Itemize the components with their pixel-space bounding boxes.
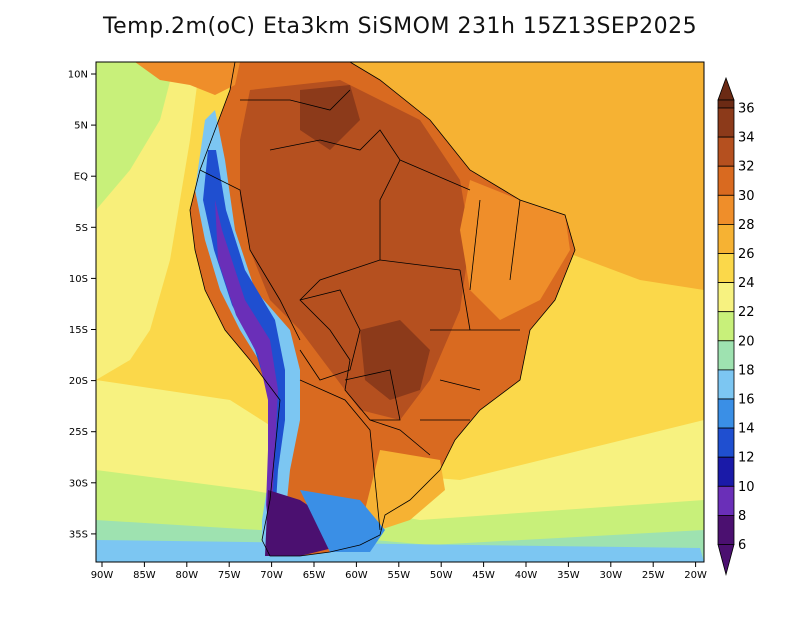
- central-america-land: [135, 62, 240, 95]
- colorbar-label: 26: [738, 247, 755, 262]
- pacific-cold-region: [96, 62, 175, 210]
- colorbar-box: [717, 282, 735, 313]
- colorbar-label: 8: [738, 509, 746, 524]
- lon-tick-label: 45W: [472, 570, 495, 581]
- bolivia-border: [299, 289, 361, 381]
- northeast-region: [460, 180, 570, 320]
- colorbar-box: [717, 107, 735, 138]
- colorbar-label: 34: [738, 131, 755, 146]
- lon-tick-label: 65W: [303, 570, 326, 581]
- state-borders: [379, 159, 521, 421]
- lat-tick-label: 5N: [74, 121, 88, 132]
- venezuela-border: [240, 89, 351, 111]
- lon-tick-label: 75W: [218, 570, 241, 581]
- colorbar-box: [717, 311, 735, 342]
- lon-tick-label: 25W: [642, 570, 665, 581]
- lat-tick-label: 5S: [75, 223, 88, 234]
- colorbar-label: 18: [738, 363, 755, 378]
- colorbar-box: [717, 398, 735, 429]
- colorbar-box: [717, 223, 735, 254]
- colorbar-label: 14: [738, 422, 755, 437]
- colorbar-label: 32: [738, 160, 755, 175]
- colorbar-label: 6: [738, 538, 746, 553]
- brazil-border: [269, 129, 431, 456]
- colorbar-label: 22: [738, 305, 755, 320]
- colorbar-arrow-bottom: [717, 544, 735, 577]
- hottest-core-north: [300, 85, 360, 150]
- colorbar-box: [717, 427, 735, 458]
- south-ocean-blue: [96, 540, 704, 562]
- andes-coldest: [215, 200, 278, 550]
- lat-tick-label: 35S: [69, 529, 88, 540]
- colorbar-box: [717, 99, 735, 109]
- lon-tick-label: 35W: [557, 570, 580, 581]
- colorbar-label: 28: [738, 218, 755, 233]
- lat-tick-label: 15S: [69, 325, 88, 336]
- lon-tick-label: 60W: [345, 570, 368, 581]
- colorbar-box: [717, 369, 735, 400]
- colorbar-label: 12: [738, 451, 755, 466]
- longitude-axis: 90W 85W 80W 75W 70W 65W 60W 55W 50W 45W 40W 35W 30W 2…: [91, 562, 707, 581]
- lon-tick-label: 70W: [260, 570, 283, 581]
- lon-tick-label: 85W: [133, 570, 156, 581]
- colorbar-label: 24: [738, 276, 755, 291]
- colorbar-box: [717, 165, 735, 196]
- lat-tick-label: 10N: [68, 70, 88, 81]
- lon-tick-label: 30W: [599, 570, 622, 581]
- colorbar-label: 30: [738, 189, 755, 204]
- paraguay-border: [344, 369, 401, 421]
- lon-tick-label: 20W: [684, 570, 707, 581]
- colorbar-box: [717, 253, 735, 284]
- patagonia-cool: [300, 490, 385, 552]
- colorbar-box: [717, 136, 735, 167]
- colorbar-label: 16: [738, 393, 755, 408]
- colorbar-box: [717, 485, 735, 516]
- coastline: [189, 62, 576, 557]
- lat-tick-label: 10S: [69, 274, 88, 285]
- warm-atlantic-region: [350, 62, 704, 290]
- colorbar-box: [717, 194, 735, 225]
- map-title: Temp.2m(oC) Eta3km SiSMOM 231h 15Z13SEP2…: [102, 14, 698, 39]
- map-frame: [95, 61, 705, 563]
- lat-tick-label: 30S: [69, 478, 88, 489]
- peru-border: [199, 169, 301, 341]
- lon-tick-label: 80W: [175, 570, 198, 581]
- south-region: [365, 450, 445, 530]
- colorbar: 36 34 32 30 28 26 24 22 20 18 16 14 12 10 8 6: [717, 76, 755, 577]
- colorbar-label: 10: [738, 480, 755, 495]
- lon-tick-label: 55W: [387, 570, 410, 581]
- lon-tick-label: 50W: [430, 570, 453, 581]
- argentina-border: [299, 379, 381, 531]
- lat-tick-label: 25S: [69, 427, 88, 438]
- lat-tick-label: EQ: [74, 172, 88, 183]
- colorbar-box: [717, 515, 735, 545]
- lon-tick-label: 40W: [515, 570, 538, 581]
- colorbar-arrow-top: [717, 76, 735, 101]
- hottest-core: [360, 320, 430, 400]
- lon-tick-label: 90W: [91, 570, 114, 581]
- latitude-axis: 10N 5N EQ 5S 10S 15S 20S 25S 30S 35S: [68, 70, 96, 540]
- colorbar-box: [717, 456, 735, 487]
- colorbar-label: 20: [738, 334, 755, 349]
- lat-tick-label: 20S: [69, 376, 88, 387]
- country-borders: [189, 62, 576, 557]
- temperature-field: [96, 62, 704, 562]
- colorbar-box: [717, 340, 735, 371]
- colorbar-label: 36: [738, 102, 755, 117]
